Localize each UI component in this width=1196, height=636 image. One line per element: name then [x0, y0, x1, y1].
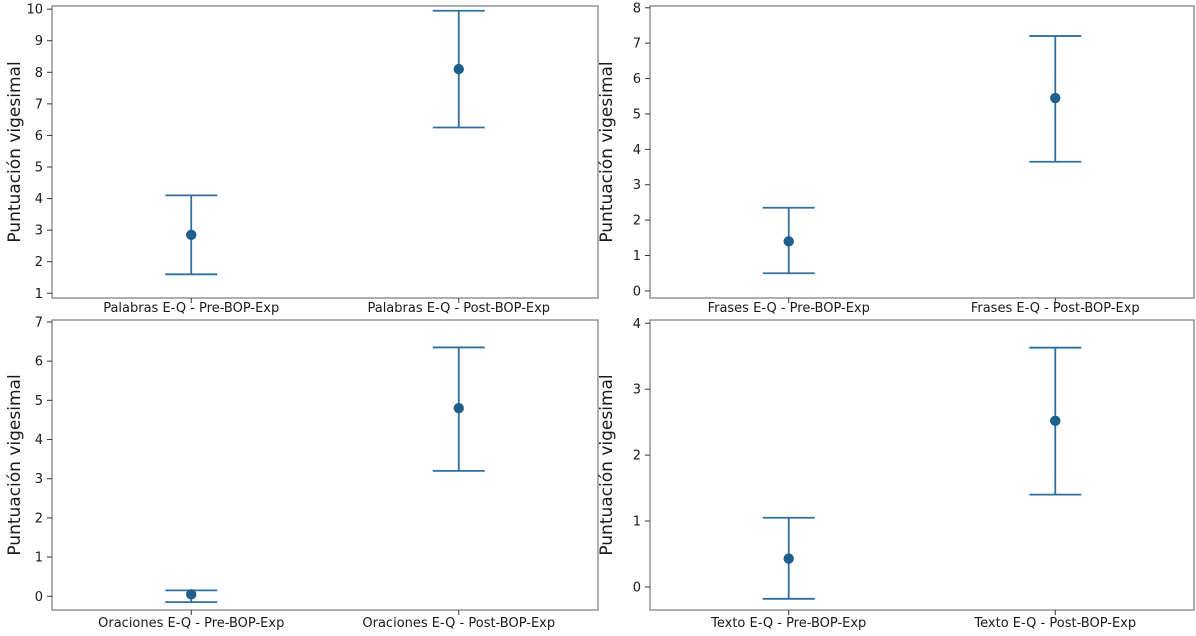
plot-frame — [51, 319, 599, 611]
y-tick-label: 7 — [35, 315, 43, 330]
y-tick-label: 7 — [633, 37, 641, 52]
y-tick-label: 0 — [633, 580, 641, 595]
y-tick-label: 10 — [26, 3, 43, 18]
y-tick-label: 3 — [633, 383, 641, 398]
chart-panel-4: 0 1 2 3 4 Puntuación vigesimal Texto E-Q - Pre… — [597, 317, 1195, 631]
y-tick-label: 1 — [633, 515, 641, 530]
y-tick-label: 9 — [35, 34, 43, 49]
y-axis-label: Puntuación vigesimal — [597, 374, 617, 555]
y-axis-label: Puntuación vigesimal — [597, 61, 617, 242]
y-tick-label: 2 — [633, 214, 641, 229]
y-tick-label: 8 — [633, 1, 641, 16]
y-tick-label: 4 — [35, 192, 43, 207]
y-axis-label: Puntuación vigesimal — [5, 61, 25, 242]
y-tick-label: 3 — [633, 178, 641, 193]
y-tick-label: 4 — [633, 317, 641, 332]
mean-point — [186, 589, 197, 600]
y-tick-label: 2 — [35, 255, 43, 270]
x-category-label: Frases E-Q - Pre-BOP-Exp — [708, 301, 870, 316]
y-tick-label: 5 — [35, 394, 43, 409]
y-tick-label: 2 — [633, 449, 641, 464]
y-tick-label: 5 — [633, 107, 641, 122]
y-tick-label: 3 — [35, 472, 43, 487]
chart-panel-3: 0 1 2 3 4 5 6 7 Puntuación vigesimal Oraciones E-… — [5, 315, 599, 631]
y-tick-label: 7 — [35, 97, 43, 112]
y-tick-label: 1 — [633, 249, 641, 264]
y-tick-label: 0 — [633, 284, 641, 299]
y-tick-label: 1 — [35, 287, 43, 302]
x-category-label: Texto E-Q - Pre-BOP-Exp — [710, 616, 866, 631]
y-axis-label: Puntuación vigesimal — [5, 374, 25, 555]
y-tick-label: 6 — [35, 129, 43, 144]
x-category-label: Oraciones E-Q - Pre-BOP-Exp — [98, 616, 284, 631]
y-tick-label: 5 — [35, 160, 43, 175]
plot-frame — [649, 5, 1195, 299]
mean-point — [186, 229, 197, 241]
mean-point — [453, 402, 464, 414]
x-category-label: Frases E-Q - Post-BOP-Exp — [971, 301, 1140, 316]
x-category-label: Palabras E-Q - Pre-BOP-Exp — [103, 301, 279, 316]
plot-frame — [649, 319, 1195, 611]
x-category-label: Oraciones E-Q - Post-BOP-Exp — [362, 616, 555, 631]
y-tick-label: 1 — [35, 551, 43, 566]
mean-point — [783, 236, 794, 247]
y-tick-label: 6 — [35, 355, 43, 370]
mean-point — [1050, 92, 1061, 104]
chart-panel-2: 0 1 2 3 4 5 6 7 8 Puntuación vigesimal Frases E-Q … — [597, 1, 1195, 316]
y-tick-label: 8 — [35, 66, 43, 81]
x-category-label: Palabras E-Q - Post-BOP-Exp — [367, 301, 550, 316]
y-tick-label: 3 — [35, 224, 43, 239]
y-tick-label: 0 — [35, 590, 43, 605]
plot-frame — [51, 5, 599, 299]
x-category-label: Texto E-Q - Post-BOP-Exp — [973, 616, 1136, 631]
mean-point — [453, 63, 464, 75]
chart-panel-1: 1 2 3 4 5 6 7 8 9 10 Puntuación vigesimal Palabras … — [5, 3, 599, 316]
mean-point — [1050, 415, 1061, 427]
mean-point — [783, 553, 794, 564]
y-tick-label: 2 — [35, 511, 43, 526]
y-tick-label: 6 — [633, 72, 641, 87]
y-tick-label: 4 — [633, 143, 641, 158]
y-tick-label: 4 — [35, 433, 43, 448]
